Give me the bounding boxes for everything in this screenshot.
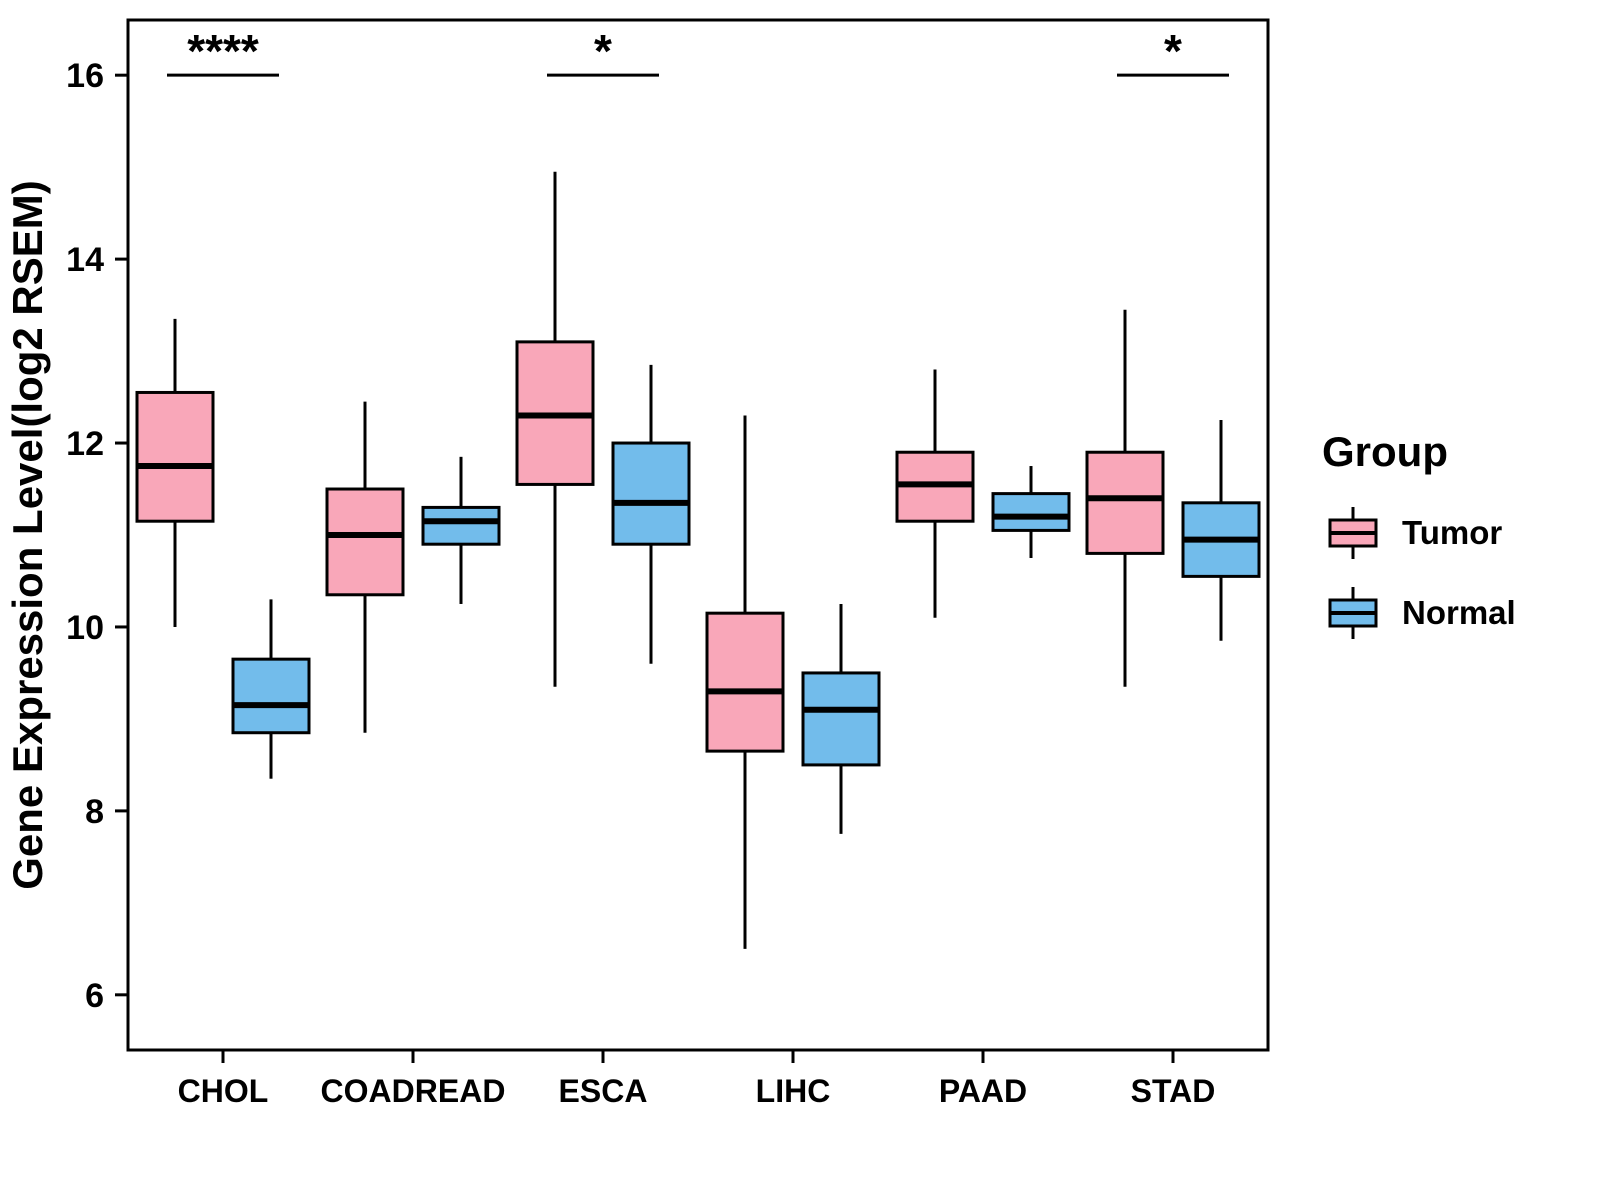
boxplot-canvas: 6 8 10 12 14 16 CHOL COADREAD ESCA LIHC PAAD STAD Ge…	[4, 18, 1270, 1109]
x-category-label: ESCA	[559, 1073, 648, 1109]
normal-boxplot-key-icon	[1328, 587, 1378, 639]
significance-stars-chol: ****	[187, 25, 259, 77]
y-tick-label: 16	[66, 57, 104, 95]
legend-title: Group	[1322, 428, 1448, 475]
significance-stars-esca: *	[594, 25, 612, 77]
x-category-label: COADREAD	[321, 1073, 506, 1109]
normal-box-lihc	[801, 671, 881, 767]
legend-label-tumor: Tumor	[1402, 514, 1503, 551]
y-axis-title: Gene Expression Level(log2 RSEM)	[4, 180, 51, 890]
legend-label-normal: Normal	[1402, 594, 1516, 631]
y-tick-label: 10	[66, 609, 104, 647]
legend: Group Tumor Normal	[1322, 428, 1516, 664]
normal-box-esca	[611, 441, 691, 546]
tumor-boxplot-key-icon	[1328, 507, 1378, 559]
tumor-box-chol	[135, 390, 215, 523]
y-tick-label: 8	[85, 793, 104, 831]
legend-entry-tumor: Tumor	[1322, 504, 1516, 562]
x-category-label: CHOL	[178, 1073, 269, 1109]
y-tick-label: 6	[85, 977, 104, 1015]
plot-panel-border	[126, 18, 1270, 1052]
legend-entry-normal: Normal	[1322, 584, 1516, 642]
x-category-label: PAAD	[939, 1073, 1027, 1109]
y-tick-label: 12	[66, 425, 104, 463]
normal-box-chol	[231, 657, 311, 735]
tumor-box-lihc	[705, 611, 785, 753]
tumor-box-stad	[1085, 450, 1165, 555]
x-category-label: LIHC	[756, 1073, 831, 1109]
x-category-label: STAD	[1131, 1073, 1216, 1109]
y-tick-label: 14	[66, 241, 104, 279]
normal-box-paad	[991, 492, 1071, 532]
tumor-box-coadread	[325, 487, 405, 597]
significance-stars-stad: *	[1164, 25, 1182, 77]
normal-box-coadread	[421, 505, 501, 546]
